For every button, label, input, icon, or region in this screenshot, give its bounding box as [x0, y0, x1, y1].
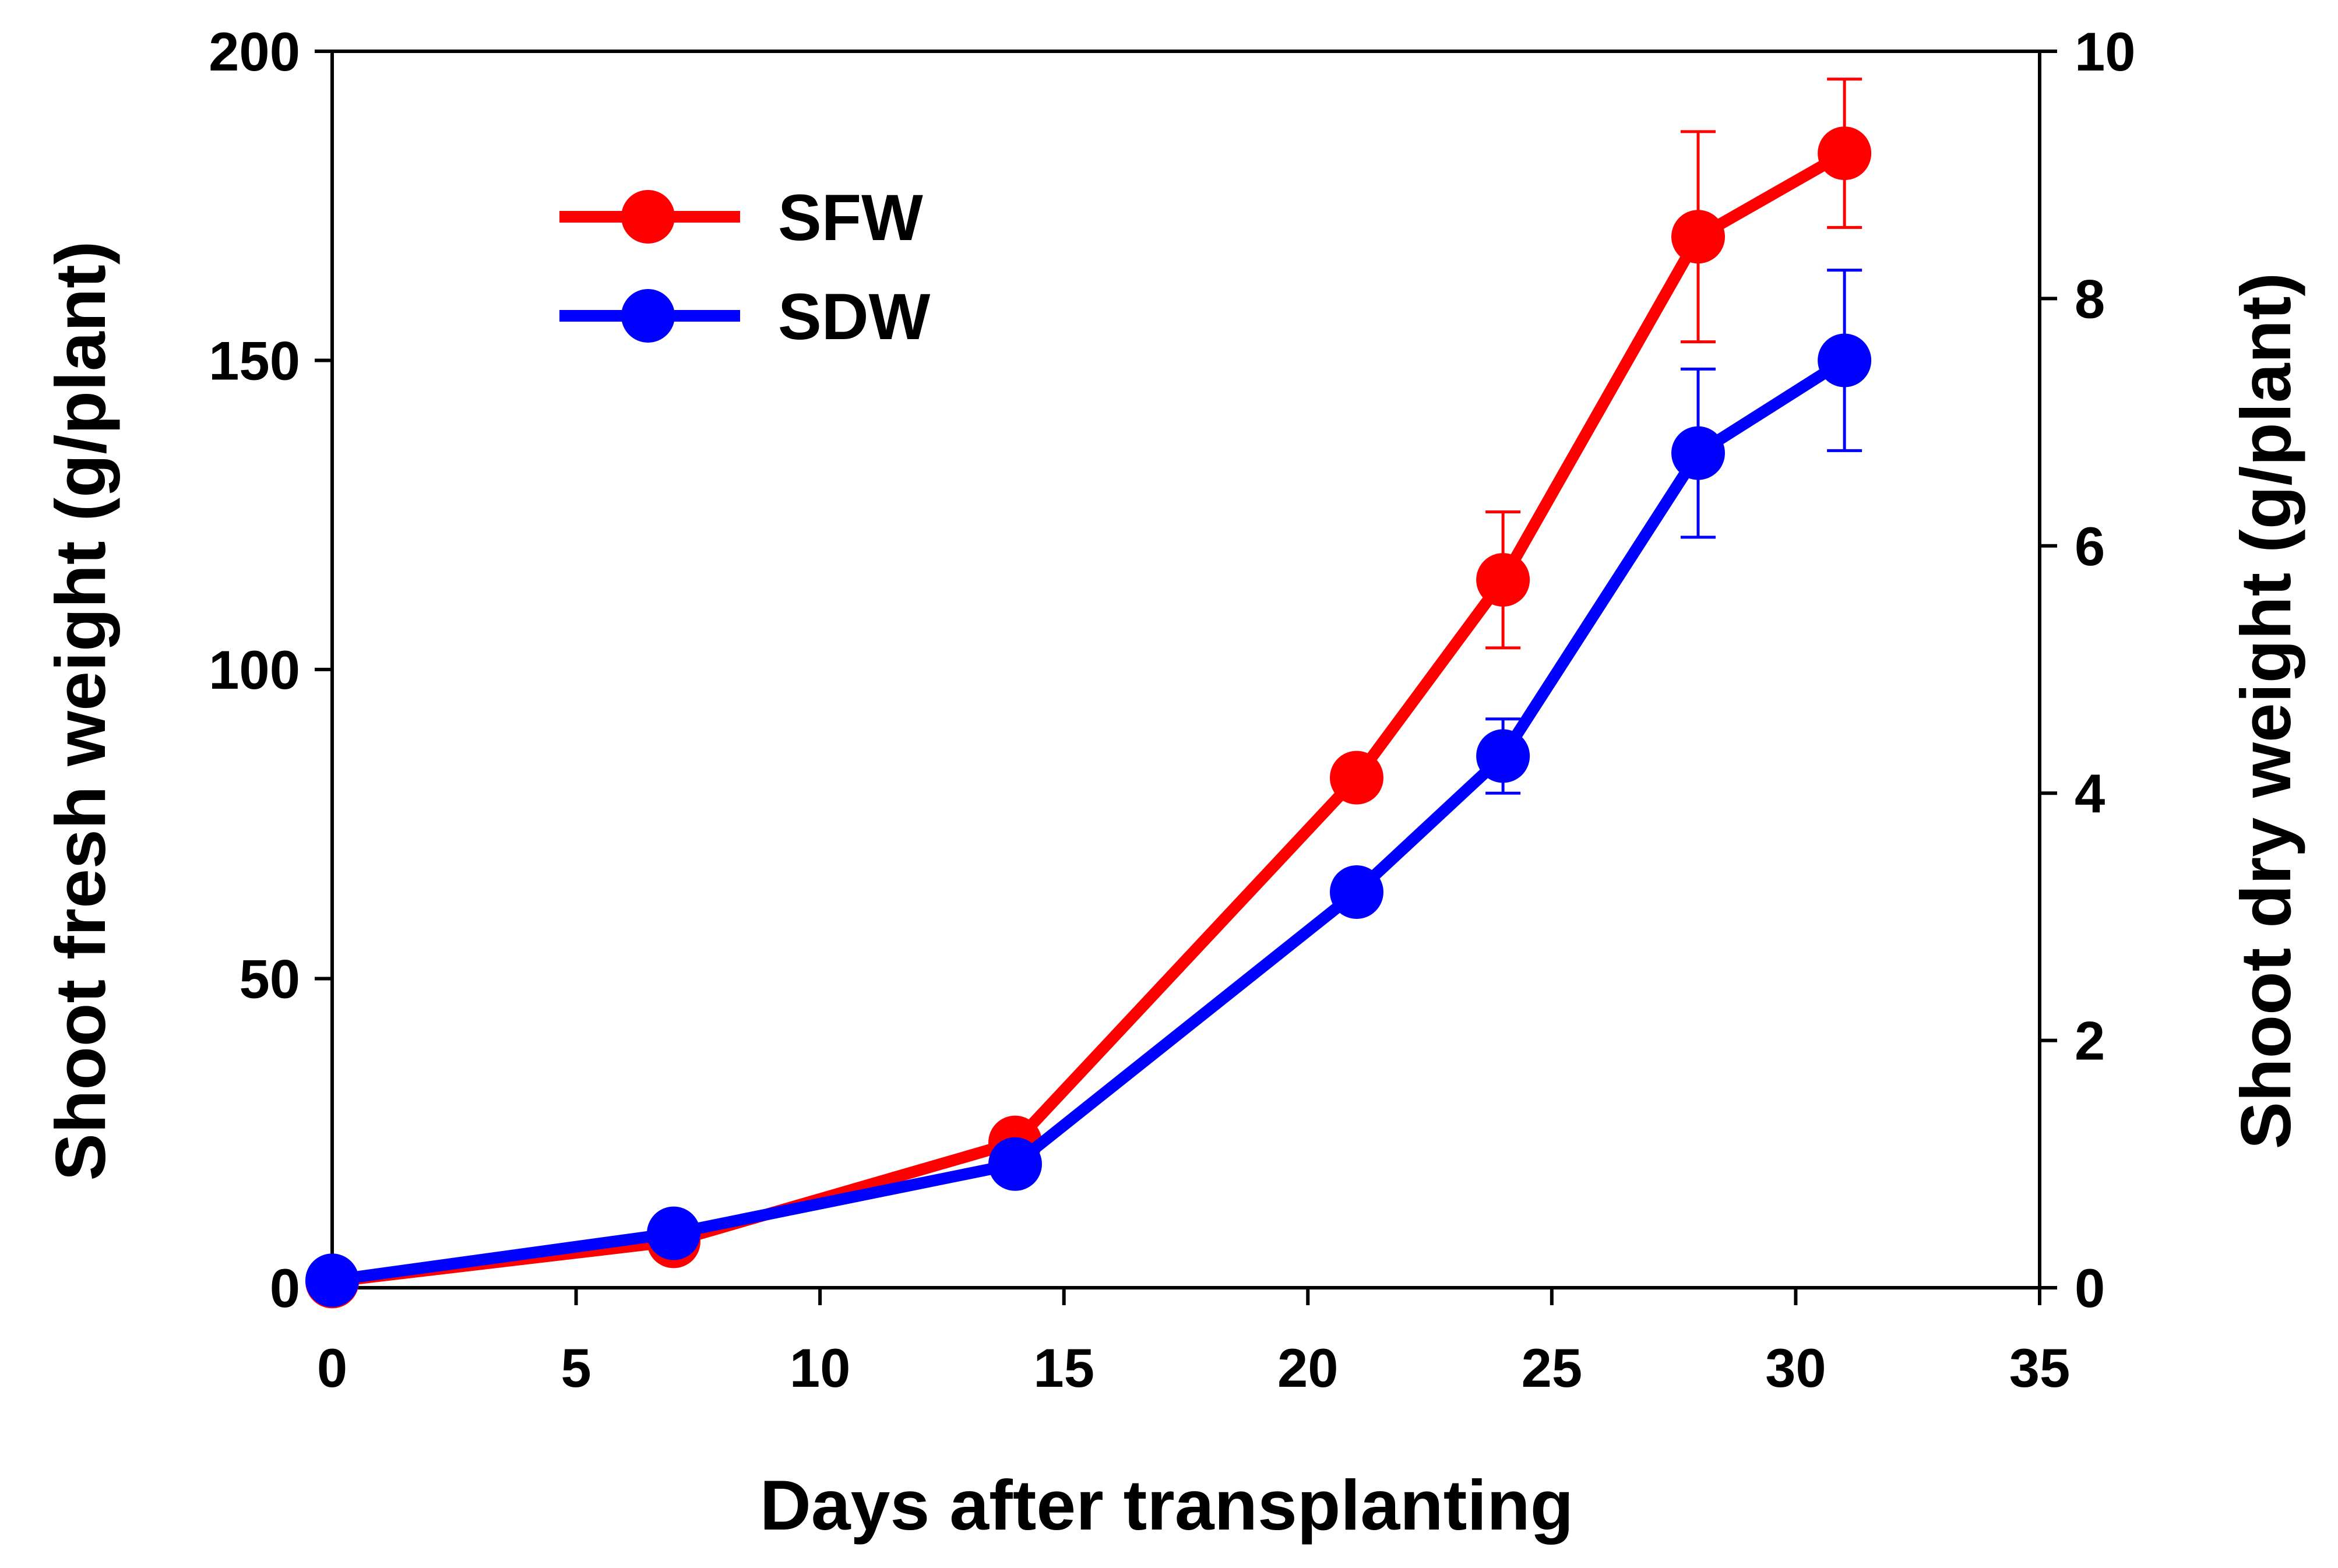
y-left-tick-label: 100: [209, 639, 300, 700]
y-left-tick-label: 50: [239, 949, 300, 1010]
data-point-sfw: [1330, 750, 1383, 805]
y-axis-right: 0 2 4 6 8 10: [2040, 21, 2136, 1319]
series-layer: [305, 77, 1872, 1309]
y-axis-left: 0 50 100 150 200: [209, 21, 332, 1319]
x-tick-label: 10: [790, 1337, 851, 1398]
legend-label-sdw: SDW: [778, 280, 931, 353]
y-left-tick-label: 150: [209, 330, 300, 392]
x-tick-label: 25: [1522, 1337, 1583, 1398]
y-right-tick-label: 8: [2075, 268, 2105, 329]
legend-marker-sdw: [621, 289, 675, 343]
data-point-sdw: [1476, 729, 1530, 783]
data-point-sdw: [988, 1137, 1042, 1191]
y-right-tick-label: 10: [2075, 21, 2136, 82]
x-tick-label: 15: [1033, 1337, 1094, 1398]
data-point-sfw: [1818, 126, 1872, 181]
y-right-tick-label: 4: [2075, 763, 2105, 824]
y-left-tick-label: 0: [270, 1257, 300, 1319]
x-tick-label: 35: [2009, 1337, 2071, 1398]
y-right-tick-label: 2: [2075, 1010, 2105, 1072]
data-point-sdw: [1671, 426, 1725, 480]
y-left-tick-label: 200: [209, 21, 300, 82]
legend-marker-sfw: [621, 190, 675, 244]
legend: SFW SDW: [559, 181, 931, 353]
data-point-sfw: [1671, 210, 1725, 264]
y-axis-left-title: Shoot fresh weight (g/plant): [41, 241, 120, 1181]
data-point-sfw: [1476, 553, 1530, 607]
series-sdw: [305, 269, 1872, 1308]
y-right-tick-label: 6: [2075, 516, 2105, 577]
y-axis-right-title: Shoot dry weight (g/plant): [2226, 273, 2305, 1150]
legend-label-sfw: SFW: [778, 181, 923, 254]
data-point-sdw: [1330, 865, 1383, 919]
x-tick-label: 30: [1765, 1337, 1826, 1398]
x-tick-label: 0: [317, 1337, 347, 1398]
x-tick-label: 20: [1277, 1337, 1339, 1398]
x-tick-label: 5: [561, 1337, 591, 1398]
y-right-tick-label: 0: [2075, 1257, 2105, 1319]
data-point-sdw: [305, 1253, 359, 1308]
data-point-sdw: [1818, 333, 1872, 387]
x-axis: 0 5 10 15 20 25 30 35: [317, 1288, 2070, 1398]
data-point-sdw: [647, 1206, 700, 1260]
x-axis-title: Days after transplanting: [760, 1465, 1574, 1545]
